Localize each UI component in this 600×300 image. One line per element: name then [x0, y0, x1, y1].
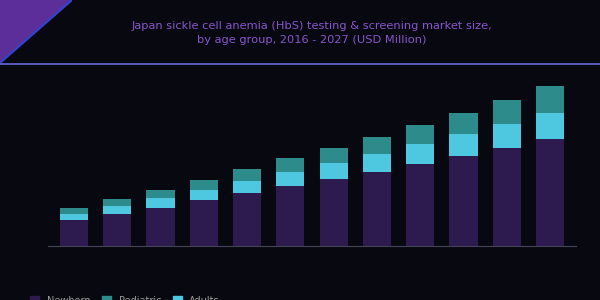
- Bar: [276, 186, 304, 246]
- Bar: [406, 144, 434, 164]
- Bar: [363, 154, 391, 172]
- Bar: [406, 125, 434, 144]
- Bar: [60, 208, 88, 214]
- Bar: [146, 198, 175, 208]
- Bar: [493, 124, 521, 148]
- Bar: [536, 139, 564, 246]
- Bar: [146, 190, 175, 198]
- Polygon shape: [0, 0, 72, 63]
- Bar: [103, 206, 131, 214]
- Bar: [363, 172, 391, 246]
- Bar: [320, 179, 348, 246]
- Bar: [233, 181, 261, 193]
- Bar: [536, 86, 564, 113]
- Bar: [233, 193, 261, 246]
- Bar: [276, 172, 304, 186]
- Bar: [103, 199, 131, 206]
- Bar: [103, 214, 131, 246]
- Bar: [363, 137, 391, 154]
- Bar: [60, 214, 88, 220]
- Bar: [320, 163, 348, 179]
- Bar: [60, 220, 88, 246]
- Bar: [449, 113, 478, 134]
- Bar: [449, 134, 478, 156]
- Bar: [449, 156, 478, 246]
- Bar: [320, 148, 348, 163]
- Bar: [276, 158, 304, 172]
- Bar: [493, 148, 521, 246]
- Bar: [406, 164, 434, 246]
- Bar: [493, 100, 521, 124]
- Legend: Newborn, Pediatric, Adults: Newborn, Pediatric, Adults: [26, 292, 224, 300]
- Bar: [190, 180, 218, 190]
- Bar: [536, 113, 564, 139]
- Bar: [190, 190, 218, 200]
- Text: Japan sickle cell anemia (HbS) testing & screening market size,
by age group, 20: Japan sickle cell anemia (HbS) testing &…: [131, 21, 493, 45]
- Bar: [190, 200, 218, 246]
- Bar: [146, 208, 175, 246]
- Bar: [233, 169, 261, 181]
